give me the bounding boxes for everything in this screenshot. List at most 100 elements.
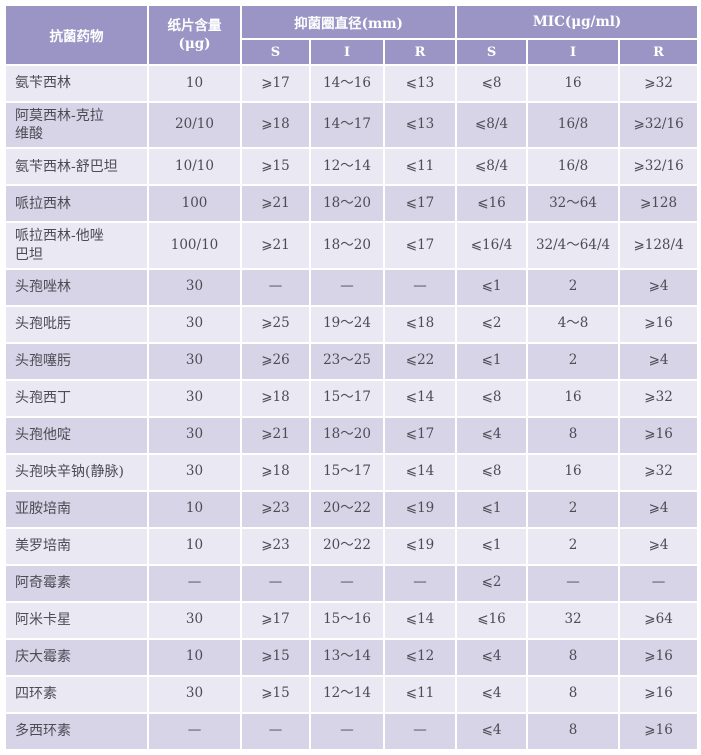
mic-s-cell: ⩽8/4 <box>455 147 529 187</box>
table-row: 庆大霉素 10 ⩾15 13～14 ⩽12 ⩽4 8 ⩾16 <box>4 637 700 677</box>
drug-name-cell: 头孢呋辛钠(静脉) <box>4 452 149 492</box>
mic-i-cell: — <box>526 563 621 603</box>
header-group-mic: MIC(μg/ml) <box>455 4 700 40</box>
drug-name-cell: 庆大霉素 <box>4 637 149 677</box>
mic-s-cell: ⩽8 <box>455 64 529 103</box>
zone-r-cell: ⩽13 <box>382 64 458 103</box>
drug-name-cell: 四环素 <box>4 674 149 714</box>
zone-r-cell: ⩽19 <box>382 526 458 566</box>
zone-i-cell: 15～17 <box>309 378 385 418</box>
table-row: 四环素 30 ⩾15 12～14 ⩽11 ⩽4 8 ⩾16 <box>4 674 700 714</box>
disk-content-cell: 30 <box>147 674 242 714</box>
zone-s-cell: ⩾23 <box>240 526 311 566</box>
zone-s-cell: ⩾15 <box>240 674 311 714</box>
mic-r-cell: ⩾4 <box>618 341 700 381</box>
zone-s-cell: — <box>240 711 311 751</box>
mic-s-cell: ⩽1 <box>455 341 529 381</box>
header-mic-r: R <box>618 38 700 66</box>
table-row: 氨苄西林-舒巴坦 10/10 ⩾15 12～14 ⩽11 ⩽8/4 16/8 ⩾… <box>4 147 700 187</box>
zone-s-cell: ⩾18 <box>240 100 311 150</box>
mic-s-cell: ⩽2 <box>455 563 529 603</box>
mic-s-cell: ⩽8 <box>455 378 529 418</box>
zone-r-cell: ⩽11 <box>382 674 458 714</box>
table-row: 美罗培南 10 ⩾23 20～22 ⩽19 ⩽1 2 ⩾4 <box>4 526 700 566</box>
drug-name-cell: 氨苄西林 <box>4 64 149 103</box>
zone-i-cell: 12～14 <box>309 674 385 714</box>
zone-s-cell: ⩾21 <box>240 221 311 270</box>
mic-r-cell: ⩾16 <box>618 304 700 344</box>
zone-i-cell: 14～17 <box>309 100 385 150</box>
disk-content-cell: 30 <box>147 378 242 418</box>
zone-i-cell: 18～20 <box>309 184 385 224</box>
mic-i-cell: 2 <box>526 526 621 566</box>
disk-content-cell: 10 <box>147 526 242 566</box>
zone-i-cell: 15～16 <box>309 600 385 640</box>
zone-r-cell: — <box>382 711 458 751</box>
zone-r-cell: ⩽13 <box>382 100 458 150</box>
zone-i-cell: 12～14 <box>309 147 385 187</box>
zone-r-cell: ⩽14 <box>382 452 458 492</box>
disk-content-cell: 10 <box>147 637 242 677</box>
header-mic-s: S <box>455 38 529 66</box>
mic-r-cell: ⩾64 <box>618 600 700 640</box>
mic-s-cell: ⩽2 <box>455 304 529 344</box>
zone-s-cell: ⩾21 <box>240 415 311 455</box>
disk-content-cell: 30 <box>147 304 242 344</box>
mic-s-cell: ⩽16 <box>455 600 529 640</box>
drug-name-cell: 哌拉西林 <box>4 184 149 224</box>
header-zone-i: I <box>309 38 385 66</box>
table-row: 头孢西丁 30 ⩾18 15～17 ⩽14 ⩽8 16 ⩾32 <box>4 378 700 418</box>
disk-content-cell: 10 <box>147 489 242 529</box>
disk-content-cell: 30 <box>147 600 242 640</box>
mic-i-cell: 16 <box>526 452 621 492</box>
zone-r-cell: ⩽19 <box>382 489 458 529</box>
drug-name-cell: 头孢噻肟 <box>4 341 149 381</box>
mic-i-cell: 8 <box>526 637 621 677</box>
mic-i-cell: 8 <box>526 711 621 751</box>
disk-content-cell: — <box>147 563 242 603</box>
mic-s-cell: ⩽16 <box>455 184 529 224</box>
zone-s-cell: ⩾21 <box>240 184 311 224</box>
drug-name-cell: 氨苄西林-舒巴坦 <box>4 147 149 187</box>
header-group-zone-diameter: 抑菌圈直径(mm) <box>239 4 458 40</box>
drug-name-cell: 头孢他啶 <box>4 415 149 455</box>
table-row: 头孢噻肟 30 ⩾26 23～25 ⩽22 ⩽1 2 ⩾4 <box>4 341 700 381</box>
table-row: 头孢呋辛钠(静脉) 30 ⩾18 15～17 ⩽14 ⩽8 16 ⩾32 <box>4 452 700 492</box>
zone-i-cell: — <box>309 563 385 603</box>
zone-s-cell: ⩾25 <box>240 304 311 344</box>
table-header: 抗菌药物 纸片含量 (μg) 抑菌圈直径(mm) MIC(μg/ml) S I … <box>4 4 700 66</box>
mic-s-cell: ⩽4 <box>455 674 529 714</box>
zone-i-cell: — <box>309 711 385 751</box>
disk-content-cell: 30 <box>147 415 242 455</box>
mic-r-cell: ⩾32 <box>618 64 700 103</box>
zone-r-cell: ⩽18 <box>382 304 458 344</box>
mic-r-cell: ⩾32/16 <box>618 147 700 187</box>
zone-i-cell: 15～17 <box>309 452 385 492</box>
zone-r-cell: ⩽17 <box>382 221 458 270</box>
mic-r-cell: ⩾32 <box>618 378 700 418</box>
mic-r-cell: ⩾16 <box>618 637 700 677</box>
zone-s-cell: ⩾26 <box>240 341 311 381</box>
mic-s-cell: ⩽8/4 <box>455 100 529 150</box>
mic-i-cell: 8 <box>526 415 621 455</box>
disk-content-cell: 10/10 <box>147 147 242 187</box>
header-disk-line2: (μg) <box>178 36 211 52</box>
disk-content-cell: 100 <box>147 184 242 224</box>
mic-i-cell: 8 <box>526 674 621 714</box>
zone-s-cell: ⩾17 <box>240 64 311 103</box>
mic-r-cell: ⩾4 <box>618 526 700 566</box>
zone-r-cell: ⩽14 <box>382 378 458 418</box>
disk-content-cell: 20/10 <box>147 100 242 150</box>
zone-s-cell: ⩾15 <box>240 637 311 677</box>
zone-i-cell: 14～16 <box>309 64 385 103</box>
mic-s-cell: ⩽4 <box>455 415 529 455</box>
disk-content-cell: — <box>147 711 242 751</box>
disk-content-cell: 10 <box>147 64 242 103</box>
disk-content-cell: 100/10 <box>147 221 242 270</box>
drug-name-cell: 阿米卡星 <box>4 600 149 640</box>
mic-i-cell: 32～64 <box>526 184 621 224</box>
table-row: 阿米卡星 30 ⩾17 15～16 ⩽14 ⩽16 32 ⩾64 <box>4 600 700 640</box>
mic-r-cell: ⩾128 <box>618 184 700 224</box>
header-disk-content: 纸片含量 (μg) <box>147 4 242 66</box>
table-row: 哌拉西林 100 ⩾21 18～20 ⩽17 ⩽16 32～64 ⩾128 <box>4 184 700 224</box>
